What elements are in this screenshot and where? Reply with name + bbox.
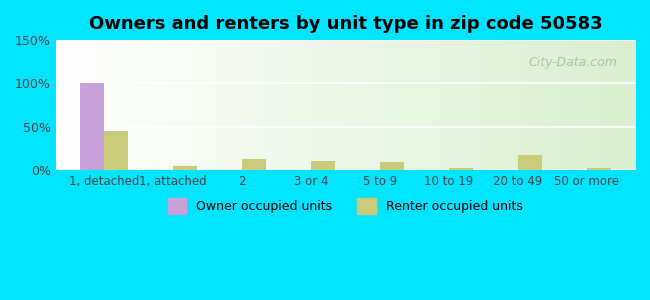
Bar xyxy=(380,162,404,170)
Bar xyxy=(587,169,611,170)
Bar xyxy=(448,169,473,170)
Text: City-Data.com: City-Data.com xyxy=(528,56,618,69)
Bar xyxy=(80,83,104,170)
Bar xyxy=(518,155,542,170)
Title: Owners and renters by unit type in zip code 50583: Owners and renters by unit type in zip c… xyxy=(88,15,602,33)
Bar xyxy=(104,131,128,170)
Bar xyxy=(311,161,335,170)
Bar xyxy=(173,166,197,170)
Bar xyxy=(242,159,266,170)
Legend: Owner occupied units, Renter occupied units: Owner occupied units, Renter occupied un… xyxy=(162,194,528,219)
